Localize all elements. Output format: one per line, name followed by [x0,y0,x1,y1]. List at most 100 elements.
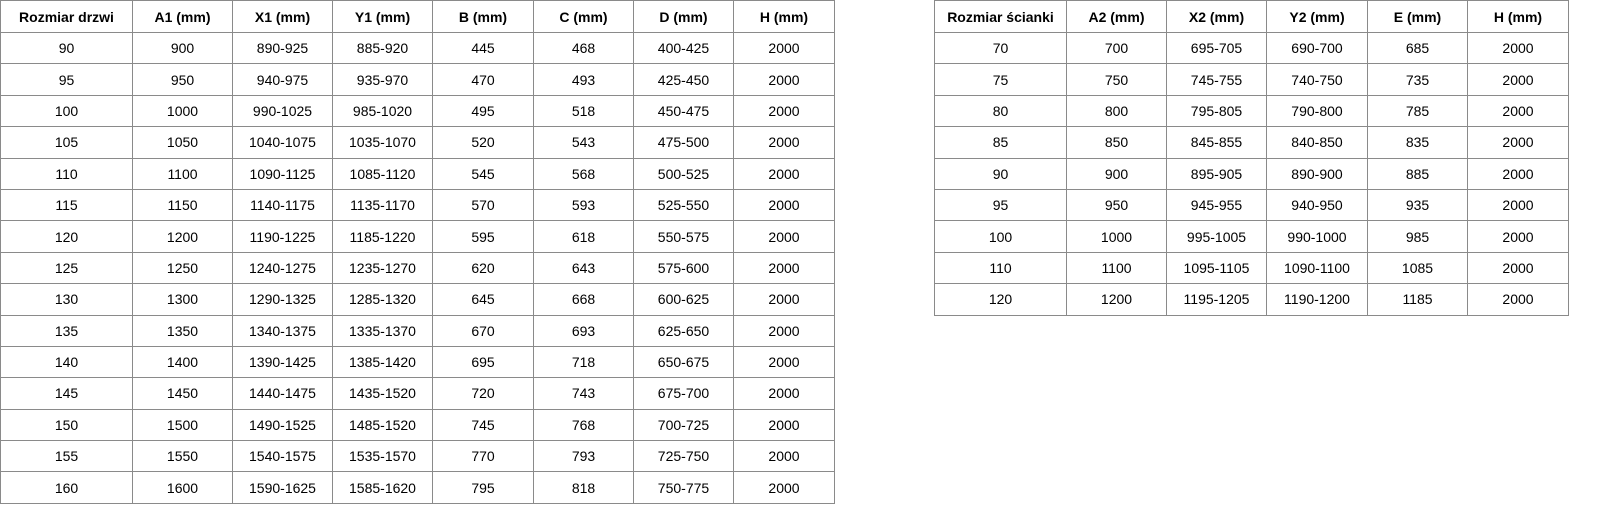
table-cell: 790-800 [1266,94,1368,128]
table-cell: 690-700 [1266,31,1368,65]
table-cell: 740-750 [1266,63,1368,96]
table-cell: 110 [934,251,1067,285]
table-cell: 2000 [1467,126,1569,159]
table-cell: 700-725 [633,408,734,442]
table-cell: 693 [533,314,634,347]
column-header: E (mm) [1367,0,1468,33]
table-cell: 425-450 [633,63,734,96]
table-cell: 518 [533,94,634,128]
table-cell: 150 [0,408,133,442]
table-cell: 2000 [1467,63,1569,96]
table-cell: 1540-1575 [232,440,333,473]
table-cell: 1085-1120 [332,157,433,190]
table-cell: 785 [1367,94,1468,128]
table-cell: 700 [1066,31,1167,65]
table-cell: 1400 [132,345,233,379]
table-cell: 643 [533,251,634,285]
table-cell: 135 [0,314,133,347]
table-cell: 885 [1367,157,1468,190]
table-cell: 95 [934,188,1067,222]
table-cell: 500-525 [633,157,734,190]
table-cell: 1585-1620 [332,471,433,504]
table-cell: 625-650 [633,314,734,347]
table-cell: 140 [0,345,133,379]
table-row: 140 1400 1390-1425 1385-1420 695 718 650-675 20… [0,345,835,379]
table-cell: 2000 [733,94,835,128]
table-cell: 493 [533,63,634,96]
table-cell: 100 [0,94,133,128]
table-cell: 745 [432,408,534,442]
table-cell: 100 [934,220,1067,253]
table-cell: 1200 [132,220,233,253]
table-row: 100 1000 990-1025 985-1020 495 518 450-475 2000 [0,94,835,128]
table-cell: 2000 [733,408,835,442]
column-header: Rozmiar drzwi [0,0,133,33]
door-size-table: Rozmiar drzwi A1 (mm) X1 (mm) Y1 (mm) B (mm)… [0,0,835,504]
table-cell: 2000 [733,63,835,96]
table-cell: 1040-1075 [232,126,333,159]
table-cell: 1435-1520 [332,377,433,410]
table-cell: 1490-1525 [232,408,333,442]
table-cell: 1090-1100 [1266,251,1368,285]
table-cell: 745-755 [1166,63,1267,96]
table-cell: 2000 [733,471,835,504]
table-cell: 445 [432,31,534,65]
table-cell: 620 [432,251,534,285]
table-cell: 935 [1367,188,1468,222]
table-cell: 75 [934,63,1067,96]
column-header: A2 (mm) [1066,0,1167,33]
table-row: 135 1350 1340-1375 1335-1370 670 693 625-650 20… [0,314,835,347]
column-header: Y2 (mm) [1266,0,1368,33]
column-header: H (mm) [733,0,835,33]
table-cell: 940-975 [232,63,333,96]
table-cell: 985-1020 [332,94,433,128]
table-cell: 70 [934,31,1067,65]
table-cell: 2000 [733,126,835,159]
table-cell: 940-950 [1266,188,1368,222]
table-cell: 935-970 [332,63,433,96]
table-row: 120 1200 1190-1225 1185-1220 595 618 550-575 20… [0,220,835,253]
table-cell: 890-900 [1266,157,1368,190]
column-header: Rozmiar ścianki [934,0,1067,33]
table-cell: 95 [0,63,133,96]
table-cell: 618 [533,220,634,253]
table-cell: 1140-1175 [232,188,333,222]
table-row: 145 1450 1440-1475 1435-1520 720 743 675-700 20… [0,377,835,410]
table-row: 85 850 845-855 840-850 835 2000 [934,126,1569,159]
table-cell: 2000 [733,345,835,379]
table-cell: 818 [533,471,634,504]
table-cell: 1300 [132,283,233,316]
table-cell: 720 [432,377,534,410]
table-row: 120 1200 1195-1205 1190-1200 1185 2000 [934,283,1569,316]
table-row: 130 1300 1290-1325 1285-1320 645 668 600-625 20… [0,283,835,316]
table-cell: 1100 [1066,251,1167,285]
table-cell: 800 [1066,94,1167,128]
table-cell: 1190-1200 [1266,283,1368,316]
table-cell: 1085 [1367,251,1468,285]
table-cell: 670 [432,314,534,347]
table-cell: 1450 [132,377,233,410]
table-cell: 900 [132,31,233,65]
table-cell: 1090-1125 [232,157,333,190]
column-header: D (mm) [633,0,734,33]
table-cell: 2000 [733,31,835,65]
column-header: B (mm) [432,0,534,33]
table-cell: 750-775 [633,471,734,504]
table-cell: 950 [1066,188,1167,222]
table-cell: 890-925 [232,31,333,65]
table-cell: 1285-1320 [332,283,433,316]
table-cell: 1050 [132,126,233,159]
table-cell: 1035-1070 [332,126,433,159]
table-cell: 550-575 [633,220,734,253]
table-cell: 545 [432,157,534,190]
table-cell: 985 [1367,220,1468,253]
table-cell: 1000 [132,94,233,128]
table-cell: 1190-1225 [232,220,333,253]
table-cell: 2000 [733,440,835,473]
table-cell: 768 [533,408,634,442]
table-cell: 990-1025 [232,94,333,128]
table-cell: 475-500 [633,126,734,159]
table-cell: 2000 [733,188,835,222]
table-cell: 950 [132,63,233,96]
table-cell: 450-475 [633,94,734,128]
